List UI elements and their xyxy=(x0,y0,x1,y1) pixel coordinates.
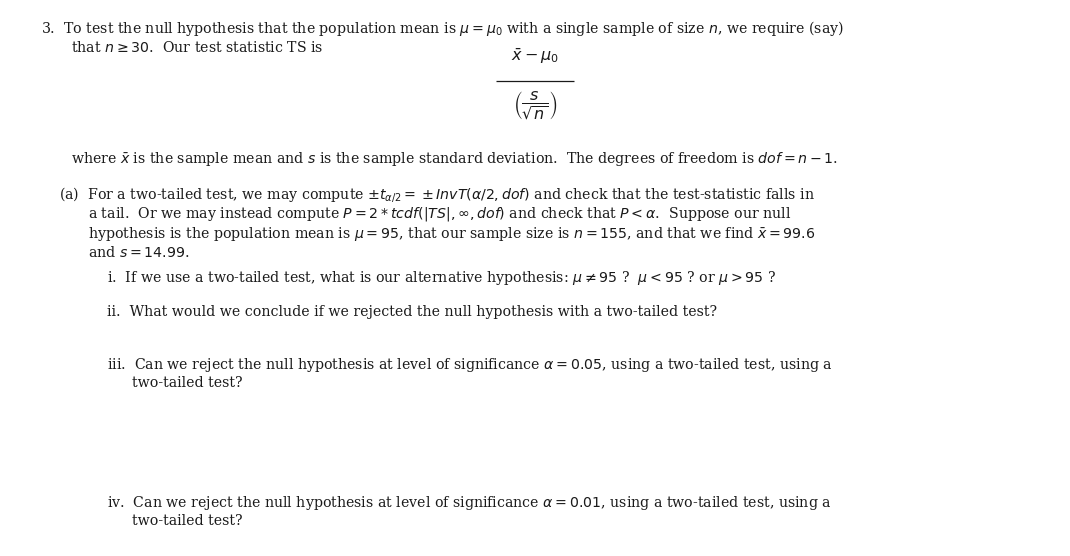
Text: $\bar{x} - \mu_0$: $\bar{x} - \mu_0$ xyxy=(511,46,559,66)
Text: $\left(\dfrac{s}{\sqrt{n}}\right)$: $\left(\dfrac{s}{\sqrt{n}}\right)$ xyxy=(513,89,557,121)
Text: iii.  Can we reject the null hypothesis at level of significance $\alpha = 0.05$: iii. Can we reject the null hypothesis a… xyxy=(107,356,832,374)
Text: i.  If we use a two-tailed test, what is our alternative hypothesis: $\mu \neq 9: i. If we use a two-tailed test, what is … xyxy=(107,269,776,287)
Text: where $\bar{x}$ is the sample mean and $s$ is the sample standard deviation.  Th: where $\bar{x}$ is the sample mean and $… xyxy=(71,150,838,168)
Text: (a)  For a two-tailed test, we may compute $\pm t_{\alpha/2} = \pm InvT(\alpha/2: (a) For a two-tailed test, we may comput… xyxy=(59,185,815,203)
Text: that $n \geq 30$.  Our test statistic TS is: that $n \geq 30$. Our test statistic TS … xyxy=(71,40,323,55)
Text: two-tailed test?: two-tailed test? xyxy=(132,514,242,528)
Text: 3.  To test the null hypothesis that the population mean is $\mu = \mu_0$ with a: 3. To test the null hypothesis that the … xyxy=(41,19,843,38)
Text: a tail.  Or we may instead compute $P = 2 * tcdf(|TS|, \infty, dof)$ and check t: a tail. Or we may instead compute $P = 2… xyxy=(88,205,791,222)
Text: hypothesis is the population mean is $\mu = 95$, that our sample size is $n = 15: hypothesis is the population mean is $\m… xyxy=(88,225,815,242)
Text: iv.  Can we reject the null hypothesis at level of significance $\alpha = 0.01$,: iv. Can we reject the null hypothesis at… xyxy=(107,494,831,512)
Text: ii.  What would we conclude if we rejected the null hypothesis with a two-tailed: ii. What would we conclude if we rejecte… xyxy=(107,305,717,319)
Text: two-tailed test?: two-tailed test? xyxy=(132,376,242,390)
Text: and $s = 14.99$.: and $s = 14.99$. xyxy=(88,245,189,260)
